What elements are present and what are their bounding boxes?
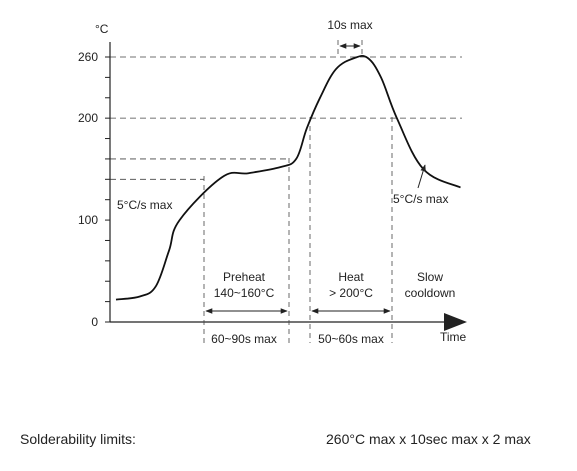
- y-axis-label: °C: [95, 22, 109, 36]
- ramp-up-label: 5°C/s max: [117, 198, 172, 212]
- zone-heat-range: > 200°C: [329, 286, 373, 300]
- peak-duration-label: 10s max: [327, 18, 372, 32]
- solderability-label: Solderability limits:: [20, 431, 136, 447]
- temperature-profile-line: [115, 55, 461, 301]
- ramp-down-pointer: [417, 164, 426, 189]
- zone-preheat-title: Preheat: [223, 270, 266, 284]
- zone-cooldown-subtitle: cooldown: [405, 286, 456, 300]
- zone-cooldown-title: Slow: [417, 270, 443, 284]
- ramp-down-label: 5°C/s max: [393, 192, 448, 206]
- y-tick-label: 0: [91, 315, 98, 329]
- y-tick-label: 200: [78, 111, 98, 125]
- preheat-duration-label: 60~90s max: [211, 332, 277, 346]
- reference-lines: [110, 56, 462, 180]
- x-axis-arrowhead: [444, 313, 467, 331]
- y-tick-label: 260: [78, 50, 98, 64]
- zone-preheat-range: 140~160°C: [214, 286, 275, 300]
- y-axis-ticks: 0 100 200 260: [78, 50, 110, 329]
- solderability-value: 260°C max x 10sec max x 2 max: [326, 431, 531, 447]
- heat-duration-label: 50~60s max: [318, 332, 384, 346]
- reflow-profile-chart: 0 100 200 260 °C Time 10s max 5°C/s max 5°C…: [78, 18, 467, 346]
- zone-boundaries: [203, 40, 393, 343]
- x-axis-label: Time: [440, 330, 467, 344]
- zone-heat-title: Heat: [338, 270, 364, 284]
- y-tick-label: 100: [78, 213, 98, 227]
